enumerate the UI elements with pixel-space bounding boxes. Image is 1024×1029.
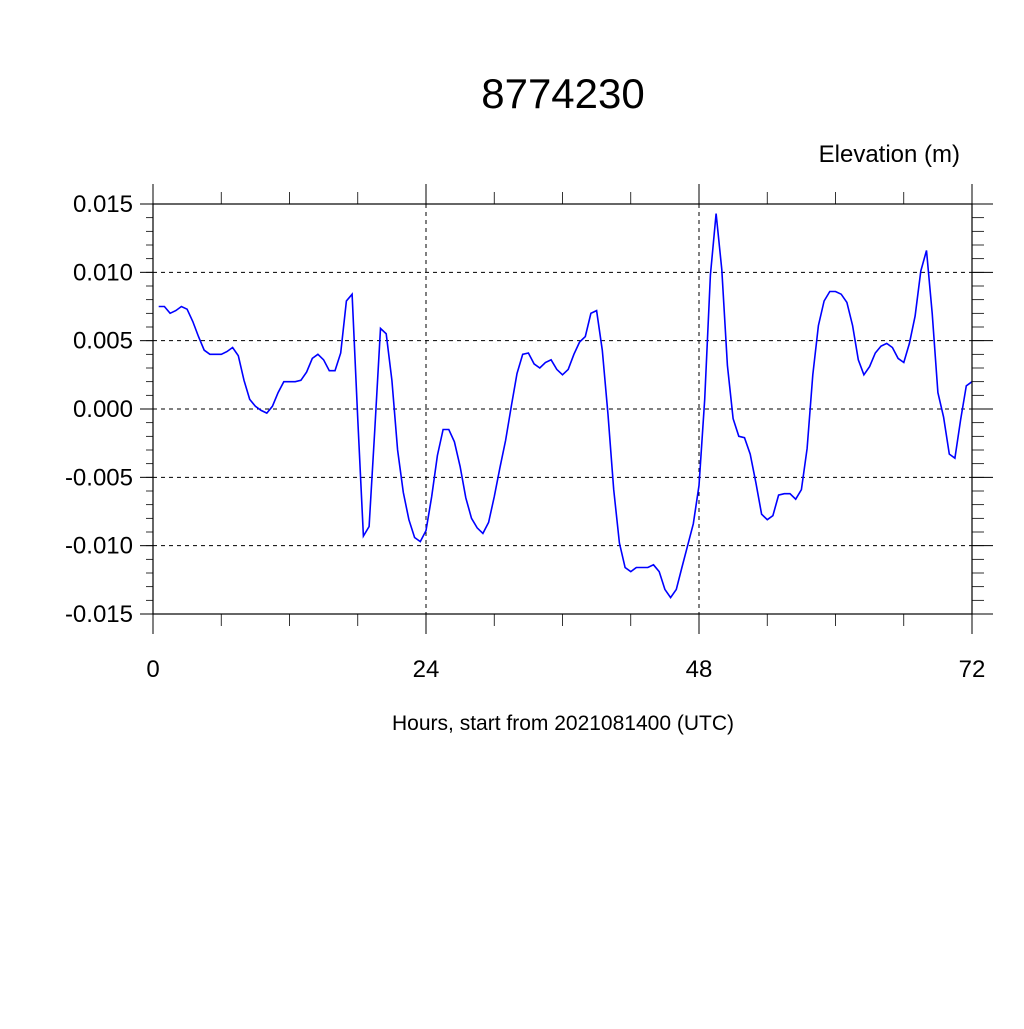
series-line bbox=[158, 213, 973, 600]
tick-labels: -0.015 -0.010 -0.005 0.000 0.005 0.010 0.015 0 2… bbox=[65, 191, 985, 683]
y-tick-label: -0.015 bbox=[65, 601, 133, 628]
chart-title: 8774230 bbox=[481, 70, 645, 117]
y-axis-label: Elevation (m) bbox=[819, 141, 960, 168]
x-tick-label: 48 bbox=[686, 656, 713, 683]
plot-frame bbox=[152, 203, 973, 615]
x-tick-label: 24 bbox=[413, 656, 440, 683]
x-axis-label: Hours, start from 2021081400 (UTC) bbox=[392, 712, 734, 735]
axis-ticks bbox=[140, 184, 993, 634]
y-tick-label: -0.010 bbox=[65, 533, 133, 560]
x-tick-label: 72 bbox=[959, 656, 986, 683]
y-tick-label: 0.000 bbox=[73, 396, 133, 423]
y-tick-label: 0.015 bbox=[73, 191, 133, 218]
y-tick-label: 0.005 bbox=[73, 328, 133, 355]
y-tick-label: 0.010 bbox=[73, 259, 133, 286]
y-tick-label: -0.005 bbox=[65, 464, 133, 491]
x-tick-label: 0 bbox=[146, 656, 159, 683]
grid bbox=[152, 203, 973, 615]
